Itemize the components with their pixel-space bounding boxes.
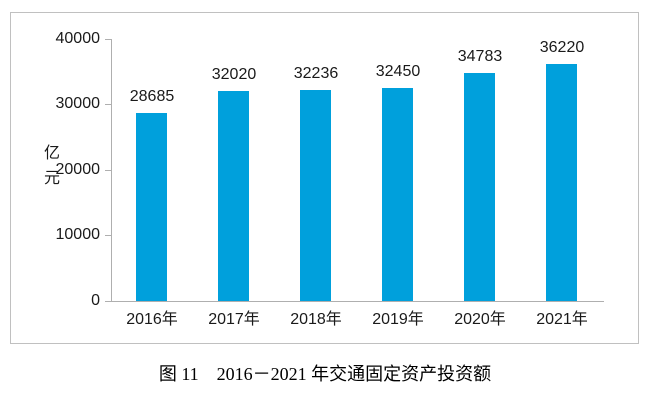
y-axis-tick	[105, 170, 111, 171]
y-axis-tick-label: 10000	[55, 226, 101, 243]
y-axis-line	[111, 39, 112, 302]
bar	[300, 90, 331, 301]
y-axis-tick	[105, 104, 111, 105]
y-axis-tick-label: 40000	[55, 30, 101, 47]
y-axis-tick-label: 20000	[55, 161, 101, 178]
bar-value-label: 32236	[293, 65, 339, 82]
bar	[382, 88, 413, 301]
y-axis-tick	[105, 39, 111, 40]
bar-value-label: 36220	[539, 39, 585, 56]
x-axis-tick-label: 2018年	[290, 311, 342, 328]
x-axis-tick-label: 2021年	[536, 311, 588, 328]
x-axis-tick-label: 2019年	[372, 311, 424, 328]
y-axis-tick	[105, 235, 111, 236]
y-axis-tick	[105, 301, 111, 302]
x-axis-tick-label: 2016年	[126, 311, 178, 328]
y-axis-tick-label: 30000	[55, 95, 101, 112]
bar	[218, 91, 249, 301]
bar-value-label: 32450	[375, 63, 421, 80]
bar	[546, 64, 577, 301]
bar	[136, 113, 167, 301]
bar-value-label: 32020	[211, 66, 257, 83]
bar-value-label: 34783	[457, 48, 503, 65]
x-axis-tick-label: 2020年	[454, 311, 506, 328]
bar	[464, 73, 495, 301]
y-axis-tick-label: 0	[91, 292, 100, 309]
bar-value-label: 28685	[129, 88, 175, 105]
x-axis-line	[111, 301, 604, 302]
x-axis-tick-label: 2017年	[208, 311, 260, 328]
y-axis-title: 亿元	[41, 144, 58, 194]
figure-caption: 图 11 2016－2021 年交通固定资产投资额	[158, 364, 492, 384]
